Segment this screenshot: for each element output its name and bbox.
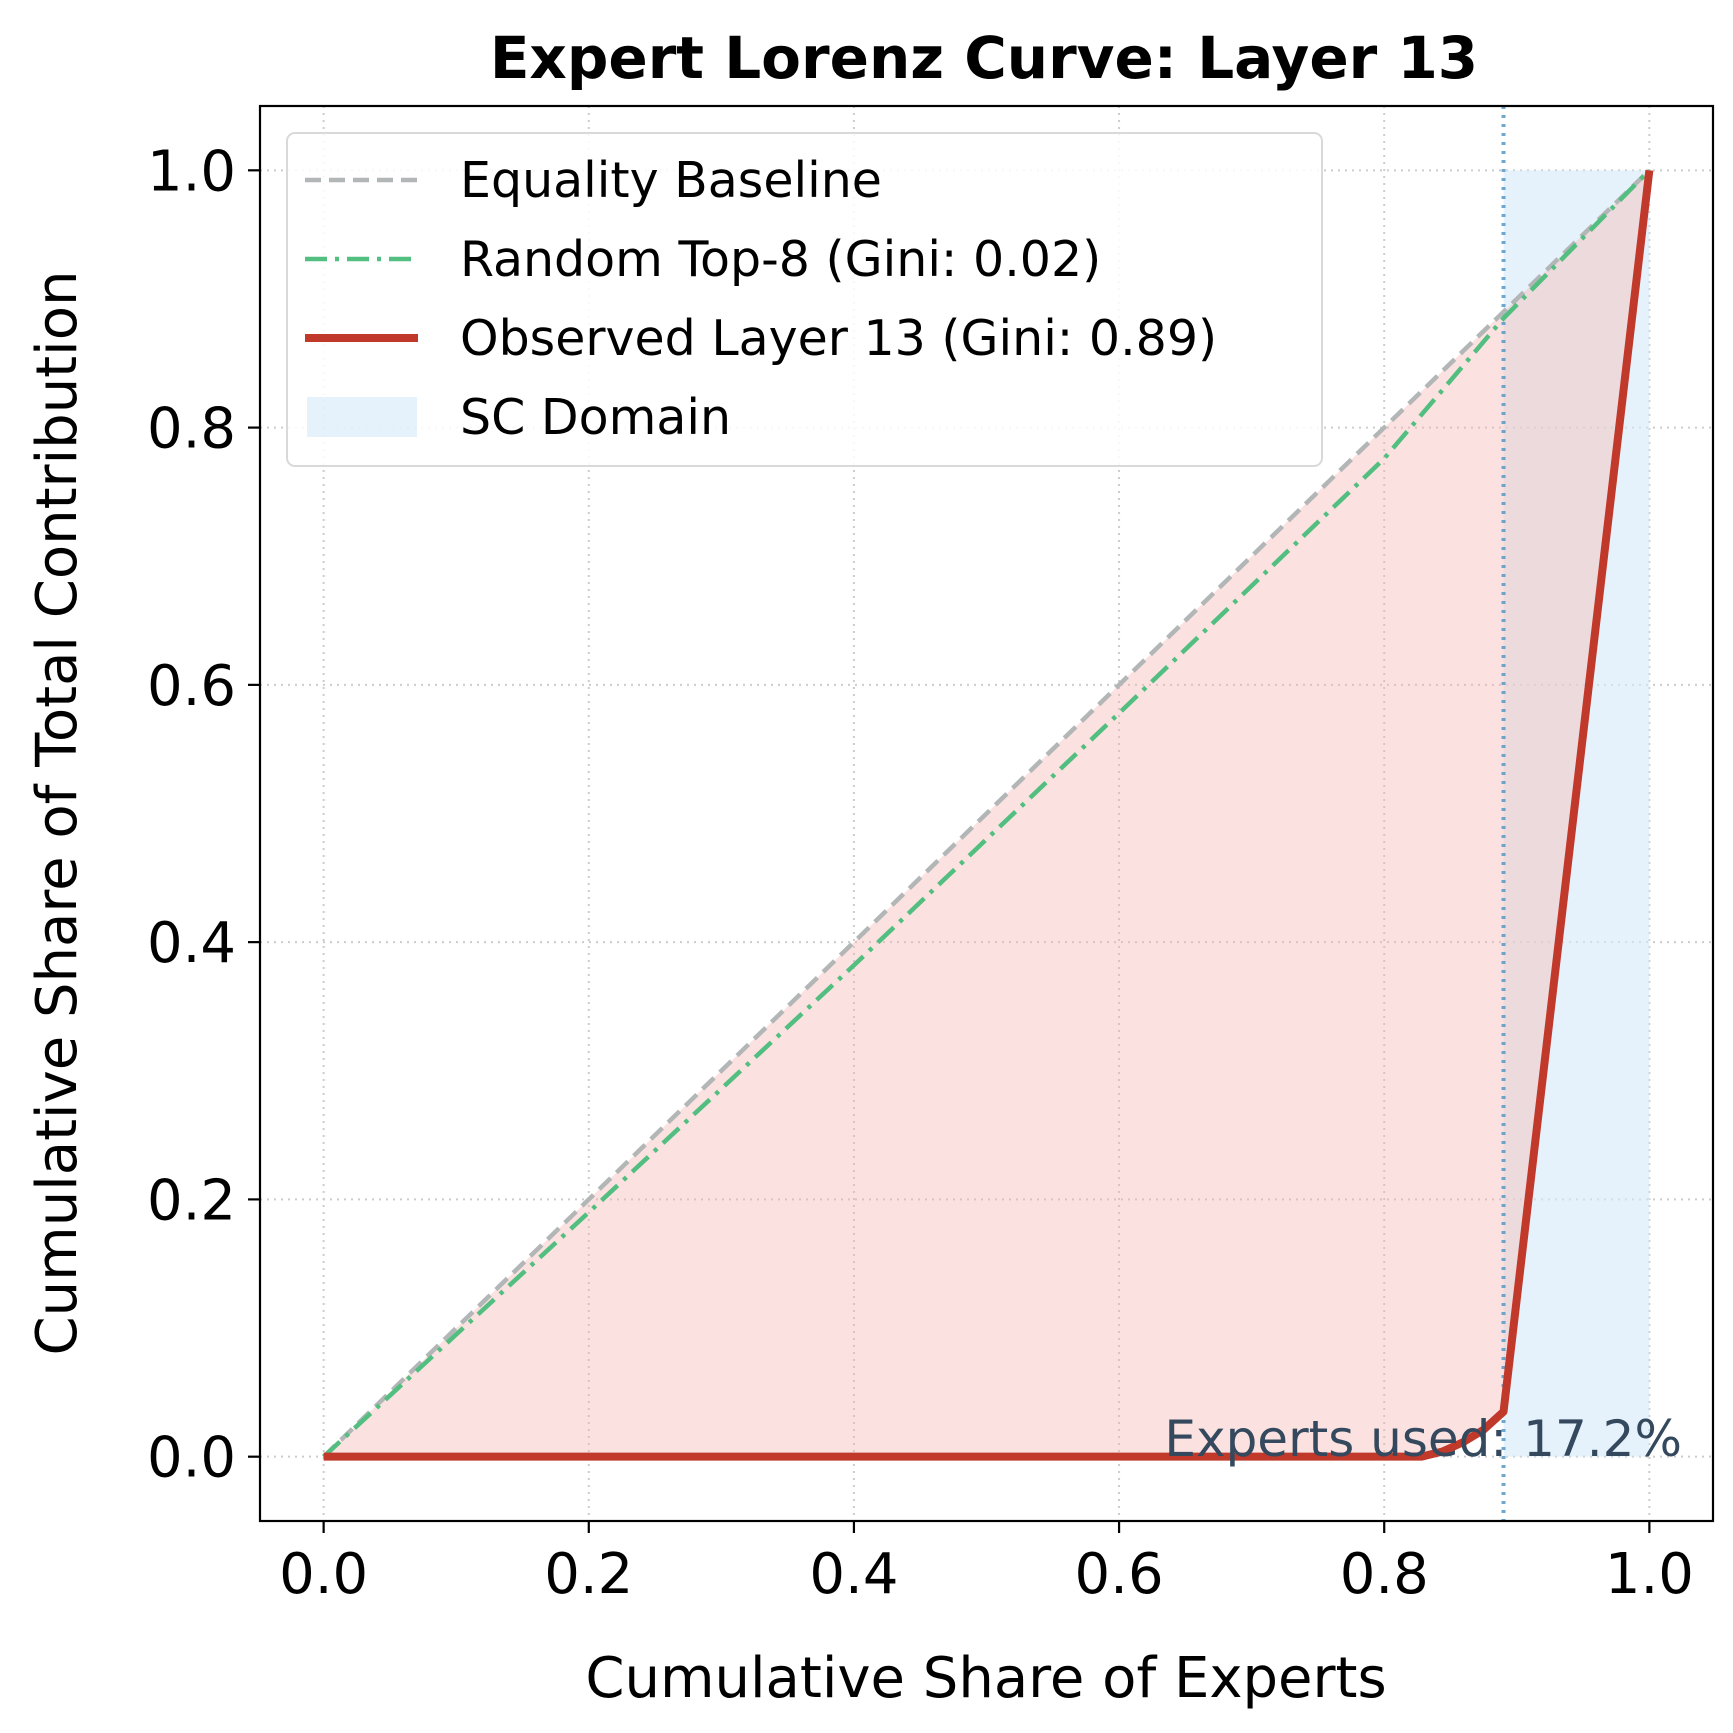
- chart-title: Expert Lorenz Curve: Layer 13: [490, 24, 1478, 92]
- x-tick-label: 0.2: [544, 1542, 633, 1607]
- legend-entry-random-top8-label: Random Top-8 (Gini: 0.02): [460, 231, 1101, 288]
- y-tick-label: 1.0: [147, 139, 236, 204]
- axes-frame: [258, 104, 1715, 1523]
- legend-entry-sc-domain-label: SC Domain: [460, 389, 731, 446]
- y-tick-label: 0.4: [147, 911, 236, 976]
- y-tick-label: 0.8: [147, 397, 236, 462]
- legend: Equality Baseline Random Top-8 (Gini: 0.0…: [286, 132, 1323, 467]
- x-tick-label: 0.0: [279, 1542, 368, 1607]
- plot-content: [260, 106, 1713, 1521]
- observed-layer13-line: [323, 169, 1654, 1461]
- y-axis-label: Cumulative Share of Total Contribution: [25, 271, 90, 1356]
- x-tick-label: 0.6: [1075, 1542, 1164, 1607]
- legend-entry-sc-domain-swatch: [307, 397, 417, 437]
- legend-box: [286, 132, 1323, 467]
- y-tick-label: 0.0: [147, 1426, 236, 1491]
- x-tick-label: 0.4: [809, 1542, 898, 1607]
- y-tick-label: 0.6: [147, 654, 236, 719]
- equality-baseline-line: [322, 168, 1651, 1459]
- axis-ticks: 0.0 0.2 0.4 0.6 0.8 1.0 0.0 0.2 0.4 0.6 0.8 1.0: [147, 139, 1694, 1607]
- x-tick-label: 0.8: [1340, 1542, 1429, 1607]
- experts-used-annotation: Experts used: 17.2%: [1164, 1410, 1682, 1468]
- x-tick-label: 1.0: [1605, 1542, 1694, 1607]
- y-tick-label: 0.2: [147, 1168, 236, 1233]
- legend-entry-observed-label: Observed Layer 13 (Gini: 0.89): [460, 310, 1217, 367]
- legend-entry-equality-label: Equality Baseline: [460, 152, 882, 209]
- x-axis-label: Cumulative Share of Experts: [585, 1646, 1386, 1711]
- random-top8-line: [322, 168, 1651, 1459]
- plot-area: [260, 106, 1713, 1521]
